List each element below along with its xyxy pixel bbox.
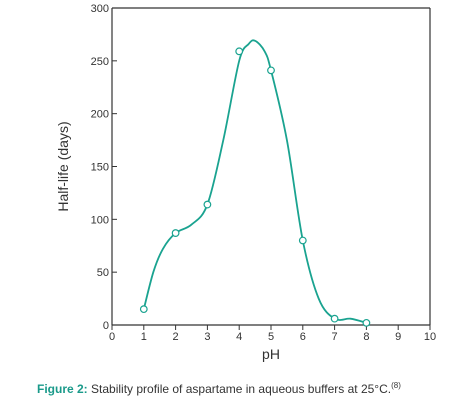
x-tick-label: 0 [109, 331, 115, 343]
series-line [142, 39, 367, 324]
y-ticks: 0 50 100 150 200 250 300 [91, 3, 117, 332]
x-ticks: 0 1 2 3 4 5 6 7 8 9 10 [109, 325, 436, 343]
series-markers [139, 47, 371, 327]
y-tick-label: 300 [91, 3, 109, 15]
x-axis-label: pH [262, 346, 280, 362]
figure-caption-label: Figure 2: [37, 382, 88, 396]
chart: 0 1 2 3 4 5 6 7 8 9 10 0 50 100 150 200 250 300 pH Half-… [55, 3, 436, 362]
x-tick-label: 10 [424, 331, 436, 343]
plot-frame [111, 7, 431, 326]
x-tick-label: 7 [332, 331, 338, 343]
y-tick-label: 150 [91, 162, 109, 174]
x-tick-label: 1 [141, 331, 147, 343]
data-point [362, 318, 371, 327]
y-axis-label: Half-life (days) [55, 121, 71, 211]
data-point [139, 305, 148, 314]
x-tick-label: 4 [236, 331, 242, 343]
data-point [171, 229, 180, 237]
x-tick-label: 9 [395, 331, 401, 343]
y-tick-label: 250 [91, 56, 109, 68]
data-point [203, 200, 212, 209]
data-point [330, 314, 339, 323]
x-tick-label: 2 [173, 331, 179, 343]
x-tick-label: 8 [363, 331, 369, 343]
figure-caption-text: Stability profile of aspartame in aqueou… [91, 382, 392, 396]
figure-caption-reference: (8) [391, 381, 401, 390]
y-tick-label: 100 [91, 214, 109, 226]
data-point [298, 236, 307, 245]
y-tick-label: 200 [91, 109, 109, 121]
data-point [235, 47, 244, 56]
y-tick-label: 50 [97, 267, 109, 279]
data-point [267, 66, 275, 75]
figure-caption: Figure 2: Stability profile of aspartame… [37, 381, 401, 396]
y-tick-label: 0 [103, 320, 109, 332]
x-tick-label: 5 [268, 331, 274, 343]
x-tick-label: 6 [300, 331, 306, 343]
x-tick-label: 3 [204, 331, 210, 343]
